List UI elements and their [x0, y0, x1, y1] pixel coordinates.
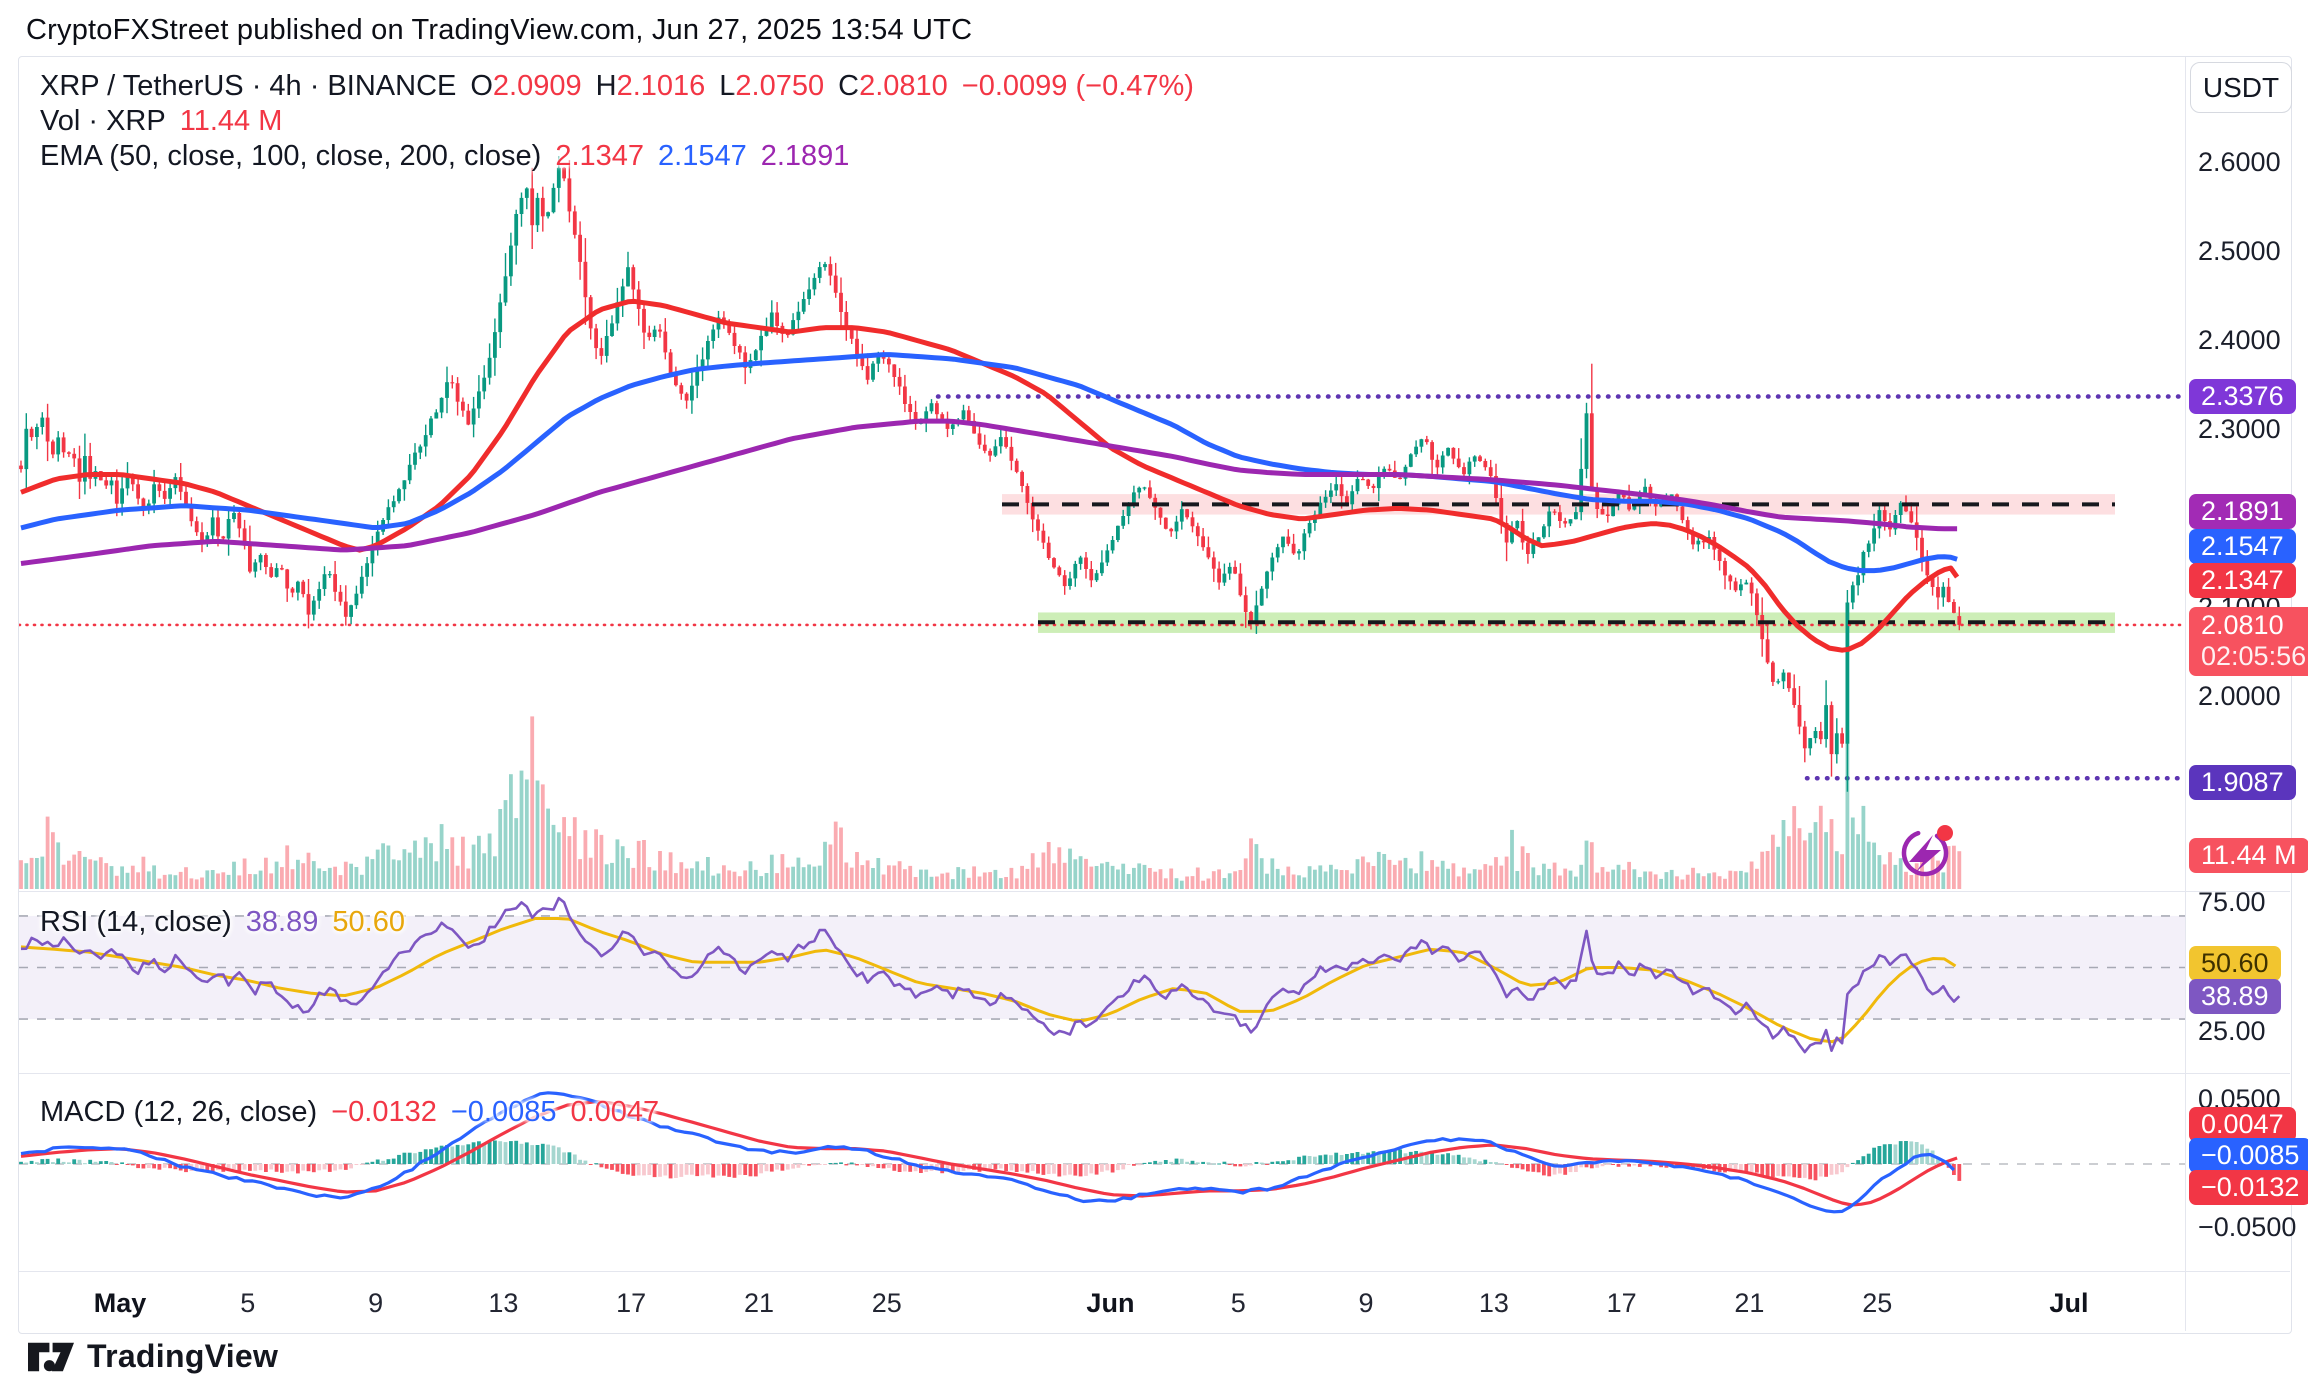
time-axis-label[interactable]: 9 — [1358, 1288, 1374, 1318]
publish-header: CryptoFXStreet published on TradingView.… — [26, 14, 973, 46]
chart-card — [18, 56, 2292, 1334]
time-axis-label[interactable]: Jun — [1086, 1288, 1135, 1318]
ema200-value: 2.1891 — [760, 140, 850, 172]
axis-label: 2.5000 — [2198, 236, 2281, 266]
price-badge: 38.89 — [2189, 978, 2281, 1014]
open-value: 2.0909 — [492, 70, 582, 102]
macd-line-value: −0.0085 — [450, 1096, 557, 1128]
symbol-title: XRP / TetherUS · 4h · BINANCE — [40, 70, 457, 102]
axis-label: 2.3000 — [2198, 414, 2281, 444]
ema-label: EMA (50, close, 100, close, 200, close) — [40, 140, 542, 172]
macd-label: MACD (12, 26, close) — [40, 1096, 318, 1128]
time-axis-label[interactable]: 5 — [240, 1288, 256, 1318]
rsi-pane-separator — [19, 891, 2290, 892]
rsi-label: RSI (14, close) — [40, 906, 232, 938]
axis-label: −0.0500 — [2198, 1212, 2297, 1242]
volume-label: Vol · XRP — [40, 105, 166, 137]
time-axis-separator — [19, 1271, 2290, 1272]
chart-plot-area[interactable] — [19, 57, 2185, 1271]
time-axis-label[interactable]: 13 — [1478, 1288, 1509, 1318]
price-badge: 0.0047 — [2189, 1106, 2296, 1142]
price-badge: 2.1347 — [2189, 562, 2296, 598]
price-badge: 1.9087 — [2189, 764, 2296, 800]
time-axis-label[interactable]: 25 — [871, 1288, 902, 1318]
price-badge: 2.1547 — [2189, 528, 2296, 564]
axis-label: 25.00 — [2198, 1016, 2266, 1046]
time-axis-label[interactable]: 17 — [1606, 1288, 1637, 1318]
time-axis-label[interactable]: 5 — [1230, 1288, 1246, 1318]
low-label: L — [719, 70, 736, 102]
time-axis-label[interactable]: 17 — [616, 1288, 647, 1318]
price-badge: 11.44 M — [2189, 837, 2308, 873]
macd-hist-value: −0.0132 — [331, 1096, 437, 1128]
time-axis-label[interactable]: 21 — [1734, 1288, 1765, 1318]
macd-signal-value: 0.0047 — [570, 1096, 660, 1128]
axis-label: 75.00 — [2198, 887, 2266, 917]
axis-label: 2.4000 — [2198, 325, 2281, 355]
tradingview-logo-icon — [28, 1342, 74, 1371]
low-value: 2.0750 — [735, 70, 825, 102]
macd-pane-separator — [19, 1073, 2290, 1074]
volume-value: 11.44 M — [179, 105, 283, 137]
rsi-ma-value: 50.60 — [332, 906, 405, 938]
price-axis-separator — [2185, 57, 2186, 1331]
tradingview-branding[interactable]: TradingView — [28, 1338, 278, 1374]
rsi-legend-row: RSI (14, close) 38.89 50.60 — [40, 906, 405, 939]
time-axis-label[interactable]: 13 — [488, 1288, 519, 1318]
tradingview-name: TradingView — [87, 1338, 279, 1374]
high-value: 2.1016 — [616, 70, 706, 102]
time-axis-label[interactable]: 21 — [743, 1288, 775, 1318]
open-label: O — [470, 70, 493, 102]
high-label: H — [595, 70, 617, 102]
ema-legend-row: EMA (50, close, 100, close, 200, close) … — [40, 140, 849, 173]
axis-label: 2.6000 — [2198, 147, 2281, 177]
rsi-value: 38.89 — [245, 906, 319, 938]
price-badge: 2.1891 — [2189, 493, 2296, 529]
volume-legend-row: Vol · XRP 11.44 M — [40, 105, 282, 138]
time-axis-label[interactable]: May — [93, 1288, 147, 1318]
axis-label: 2.0000 — [2198, 681, 2281, 711]
time-axis-label[interactable]: 9 — [368, 1288, 384, 1318]
price-badge: 2.0810 02:05:56 — [2189, 607, 2308, 676]
currency-button[interactable]: USDT — [2190, 62, 2292, 113]
ema50-value: 2.1347 — [555, 140, 645, 172]
close-value: 2.0810 — [859, 70, 948, 102]
price-badge: 2.3376 — [2189, 378, 2296, 414]
close-label: C — [838, 70, 860, 102]
price-badge: −0.0132 — [2189, 1169, 2308, 1205]
ema100-value: 2.1547 — [658, 140, 747, 172]
price-badge: 50.60 — [2189, 945, 2281, 981]
time-axis-label[interactable]: Jul — [2049, 1288, 2089, 1318]
macd-legend-row: MACD (12, 26, close) −0.0132 −0.0085 0.0… — [40, 1096, 659, 1129]
time-axis-label[interactable]: 25 — [1862, 1288, 1893, 1318]
price-badge: −0.0085 — [2189, 1137, 2308, 1173]
change-value: −0.0099 (−0.47%) — [961, 70, 1194, 102]
